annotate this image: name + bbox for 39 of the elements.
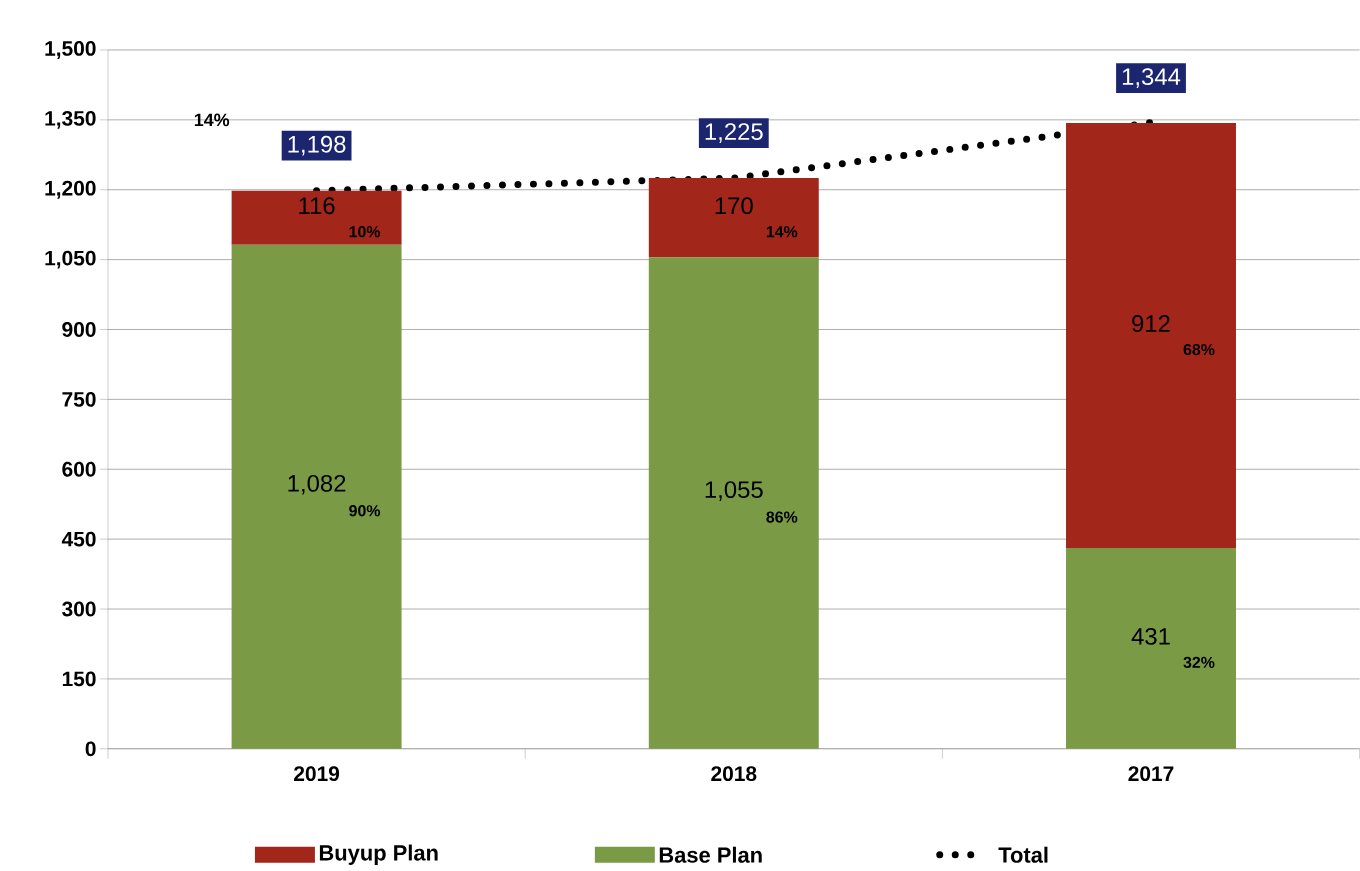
annotation: 14% (766, 226, 798, 238)
y-tick-label: 150 (62, 671, 96, 687)
annotation: 32% (1183, 656, 1215, 669)
x-tick-label: 2018 (711, 766, 757, 782)
data-label: 170 (715, 197, 753, 215)
y-tick-label: 900 (62, 322, 96, 338)
annotation: 90% (349, 505, 381, 517)
bar (231, 244, 402, 749)
y-tick-label: 1,200 (45, 180, 96, 199)
y-tick-label: 1,350 (45, 111, 96, 129)
bar (1066, 548, 1236, 749)
y-tick-label: 1,050 (45, 250, 96, 269)
x-tick-label: 2017 (1128, 766, 1174, 782)
data-label: 431 (1131, 628, 1170, 645)
y-tick-label: 300 (62, 601, 96, 617)
annotation: 68% (1183, 344, 1215, 356)
y-tick-label: 750 (62, 392, 96, 407)
y-tick-label: 0 (85, 741, 96, 757)
total-label: 1,225 (705, 123, 763, 144)
annotation: 10% (349, 226, 381, 238)
bar (231, 190, 402, 245)
y-tick-label: 450 (61, 531, 96, 547)
total-label: 1,344 (1122, 68, 1181, 89)
data-label: 1,055 (705, 481, 763, 502)
annotation: 14% (194, 113, 230, 127)
y-tick-label: 600 (62, 461, 96, 477)
legend-label: Base Plan (659, 846, 762, 863)
legend-label: Buyup Plan (319, 844, 438, 866)
total-label: 1,198 (288, 135, 346, 156)
x-tick-label: 2019 (294, 766, 340, 782)
bar (1066, 123, 1236, 549)
data-label: 116 (299, 197, 335, 215)
legend-label: Total (998, 846, 1048, 863)
annotation: 86% (766, 511, 798, 523)
bar (648, 257, 819, 749)
bar (648, 178, 819, 258)
data-label: 1,082 (288, 475, 346, 495)
data-label: 912 (1132, 315, 1170, 333)
y-tick-label: 1,500 (45, 41, 96, 60)
